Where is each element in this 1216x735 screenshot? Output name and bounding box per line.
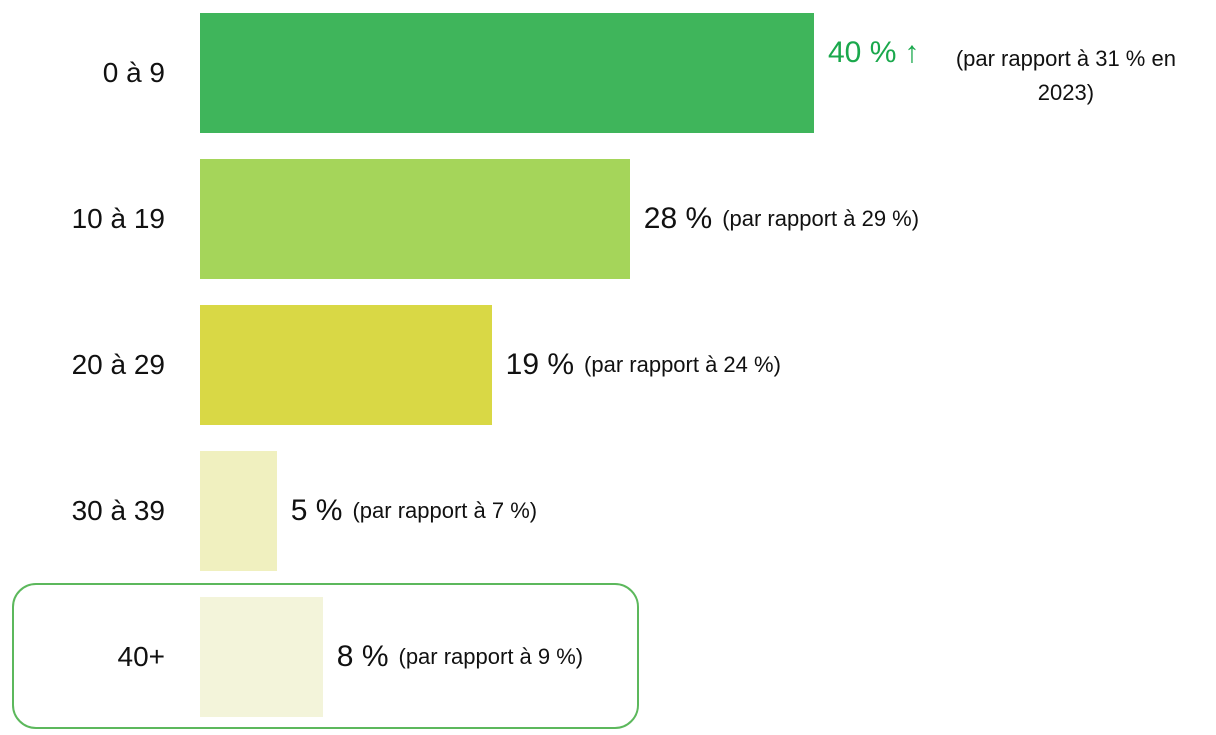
comparison-label: (par rapport à 31 % en 2023)	[955, 46, 1176, 105]
comparison-label: (par rapport à 9 %)	[398, 644, 584, 669]
value-wrap: 28 %	[644, 202, 712, 236]
bar	[200, 597, 323, 717]
value-wrap: 19 %	[506, 348, 574, 382]
bar	[200, 13, 814, 133]
value-label-group: 28 % (par rapport à 29 %)	[644, 202, 919, 236]
value-wrap: 8 %	[337, 640, 389, 674]
highlight-box	[12, 583, 639, 729]
bar	[200, 451, 277, 571]
value-label: 19 %	[505, 348, 575, 381]
value-label-group: 8 % (par rapport à 9 %)	[337, 640, 583, 674]
value-label: 5 %	[290, 494, 343, 527]
value-wrap: 40 % ↑	[828, 36, 919, 70]
trend-arrow: ↑	[904, 36, 920, 69]
value-label-group: 40 % ↑ (par rapport à 31 % en 2023)	[828, 36, 1202, 110]
value-label: 28 %	[643, 202, 713, 235]
bar	[200, 159, 630, 279]
value-label: 8 %	[336, 640, 389, 673]
value-label-group: 19 % (par rapport à 24 %)	[506, 348, 781, 382]
value-wrap: 5 %	[291, 494, 343, 528]
comparison-label: (par rapport à 7 %)	[352, 498, 538, 523]
value-label: 40 %	[828, 36, 897, 69]
category-label: 40+	[117, 641, 166, 672]
category-label: 30 à 39	[71, 495, 165, 526]
category-label: 20 à 29	[71, 349, 165, 380]
comparison-label: (par rapport à 29 %)	[722, 206, 920, 231]
value-label-group: 5 % (par rapport à 7 %)	[291, 494, 537, 528]
bar	[200, 305, 492, 425]
category-label: 0 à 9	[102, 57, 165, 88]
comparison-label: (par rapport à 24 %)	[584, 352, 781, 377]
category-label: 10 à 19	[71, 203, 165, 234]
